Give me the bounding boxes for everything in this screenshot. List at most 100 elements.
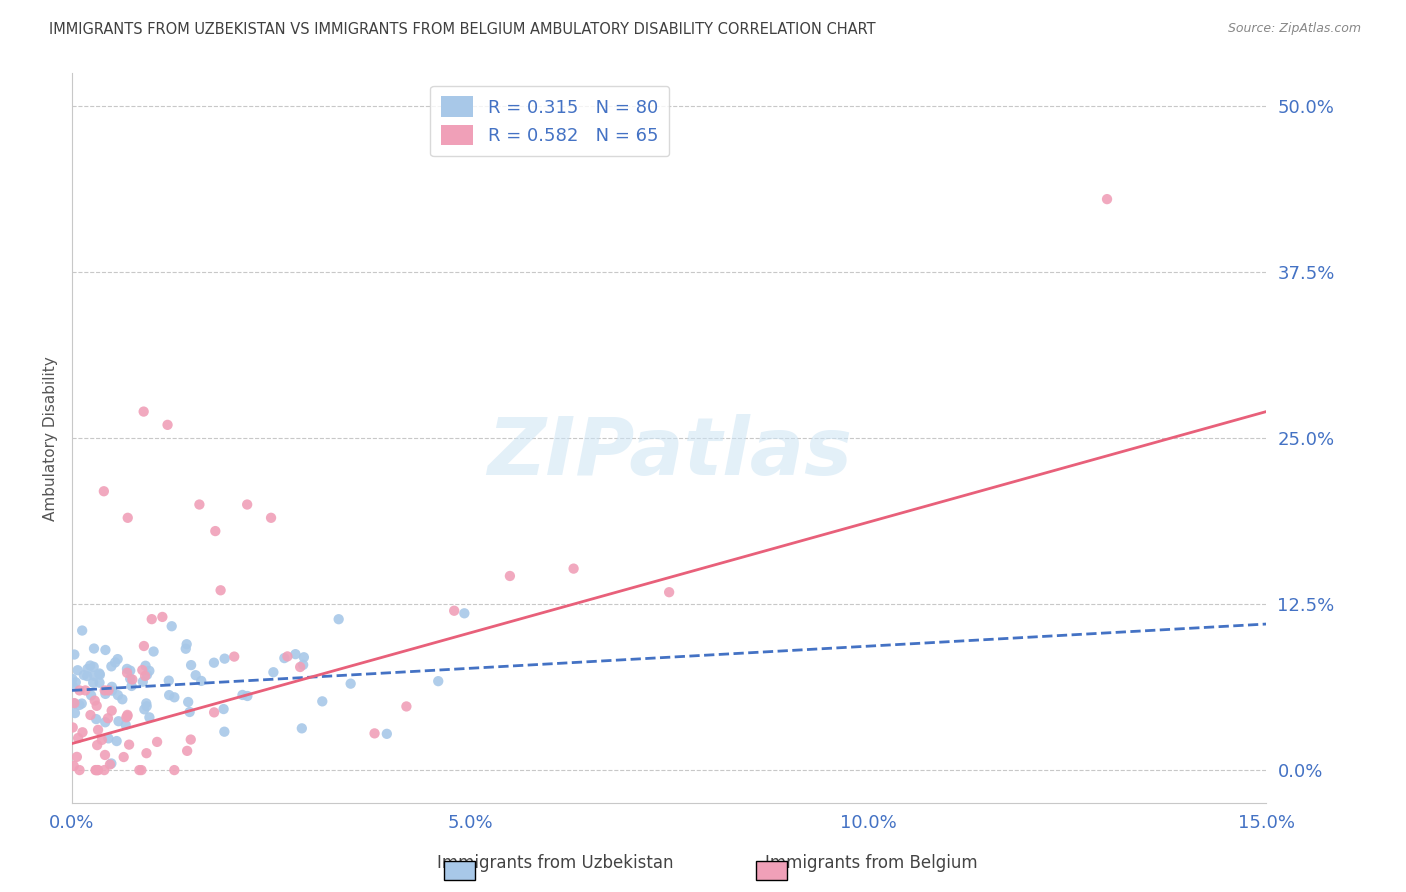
Point: [115, 710, 138, 724]
Point: [160, 619, 183, 633]
Point: [236, 498, 259, 512]
Point: [63, 706, 86, 720]
Point: [157, 673, 180, 688]
Point: [138, 664, 160, 678]
Point: [69, 763, 91, 777]
Point: [134, 658, 156, 673]
Point: [90, 732, 112, 747]
Point: [63, 648, 86, 662]
Point: [63, 697, 86, 711]
Point: [499, 569, 522, 583]
Point: [135, 746, 157, 760]
Point: [132, 674, 155, 689]
Point: [87, 763, 110, 777]
Point: [80, 689, 103, 703]
Point: [260, 510, 283, 524]
Point: [94, 687, 117, 701]
Point: [453, 607, 475, 621]
Point: [84, 763, 107, 777]
Point: [73, 668, 96, 682]
Point: [190, 673, 212, 688]
Point: [69, 683, 91, 698]
Point: [262, 665, 284, 680]
Point: [120, 672, 142, 686]
Text: Immigrants from Belgium: Immigrants from Belgium: [765, 855, 979, 872]
Point: [128, 763, 150, 777]
Point: [291, 722, 314, 736]
Point: [339, 676, 361, 690]
Point: [97, 683, 120, 698]
Point: [83, 660, 105, 674]
Point: [86, 738, 108, 752]
Point: [79, 708, 101, 723]
Point: [562, 561, 585, 575]
Point: [75, 683, 97, 698]
Point: [111, 692, 134, 706]
Point: [62, 679, 84, 693]
Point: [107, 714, 129, 729]
Point: [120, 664, 142, 678]
Point: [104, 656, 127, 670]
Point: [70, 624, 93, 638]
Point: [212, 702, 235, 716]
Point: [209, 583, 232, 598]
Point: [231, 688, 253, 702]
Point: [273, 651, 295, 665]
Point: [174, 641, 197, 656]
Point: [163, 690, 186, 705]
Text: ZIPatlas: ZIPatlas: [486, 414, 852, 491]
Point: [427, 674, 450, 689]
Point: [188, 498, 211, 512]
Point: [66, 663, 89, 677]
Point: [134, 702, 156, 716]
Point: [65, 675, 87, 690]
Point: [115, 662, 138, 676]
Point: [328, 612, 350, 626]
Point: [101, 683, 124, 698]
Point: [94, 643, 117, 657]
Y-axis label: Ambulatory Disability: Ambulatory Disability: [44, 356, 58, 521]
Point: [101, 680, 124, 694]
Point: [107, 688, 129, 702]
Point: [67, 731, 90, 745]
Point: [105, 734, 128, 748]
Point: [86, 698, 108, 713]
Point: [180, 658, 202, 673]
Point: [100, 659, 122, 673]
Point: [177, 695, 200, 709]
Text: Source: ZipAtlas.com: Source: ZipAtlas.com: [1227, 22, 1361, 36]
Point: [94, 747, 117, 762]
Point: [79, 658, 101, 673]
Point: [202, 656, 225, 670]
Point: [180, 732, 202, 747]
Point: [292, 650, 315, 665]
Point: [117, 709, 139, 723]
Point: [66, 750, 89, 764]
Text: IMMIGRANTS FROM UZBEKISTAN VS IMMIGRANTS FROM BELGIUM AMBULATORY DISABILITY CORR: IMMIGRANTS FROM UZBEKISTAN VS IMMIGRANTS…: [49, 22, 876, 37]
Point: [87, 763, 110, 777]
Point: [131, 663, 153, 677]
Point: [100, 756, 122, 771]
Point: [136, 667, 159, 681]
Point: [204, 524, 226, 538]
Point: [132, 639, 155, 653]
Point: [288, 660, 311, 674]
Point: [363, 726, 385, 740]
Point: [100, 704, 122, 718]
Point: [107, 652, 129, 666]
Point: [157, 688, 180, 702]
Legend: R = 0.315   N = 80, R = 0.582   N = 65: R = 0.315 N = 80, R = 0.582 N = 65: [430, 86, 669, 156]
Point: [117, 510, 139, 524]
Point: [131, 763, 153, 777]
Point: [114, 718, 136, 732]
Point: [97, 731, 120, 746]
Point: [112, 750, 135, 764]
Point: [83, 693, 105, 707]
Point: [83, 668, 105, 682]
Point: [146, 735, 169, 749]
Point: [98, 757, 121, 772]
Point: [83, 641, 105, 656]
Point: [62, 759, 84, 773]
Point: [236, 689, 259, 703]
Point: [70, 697, 93, 711]
